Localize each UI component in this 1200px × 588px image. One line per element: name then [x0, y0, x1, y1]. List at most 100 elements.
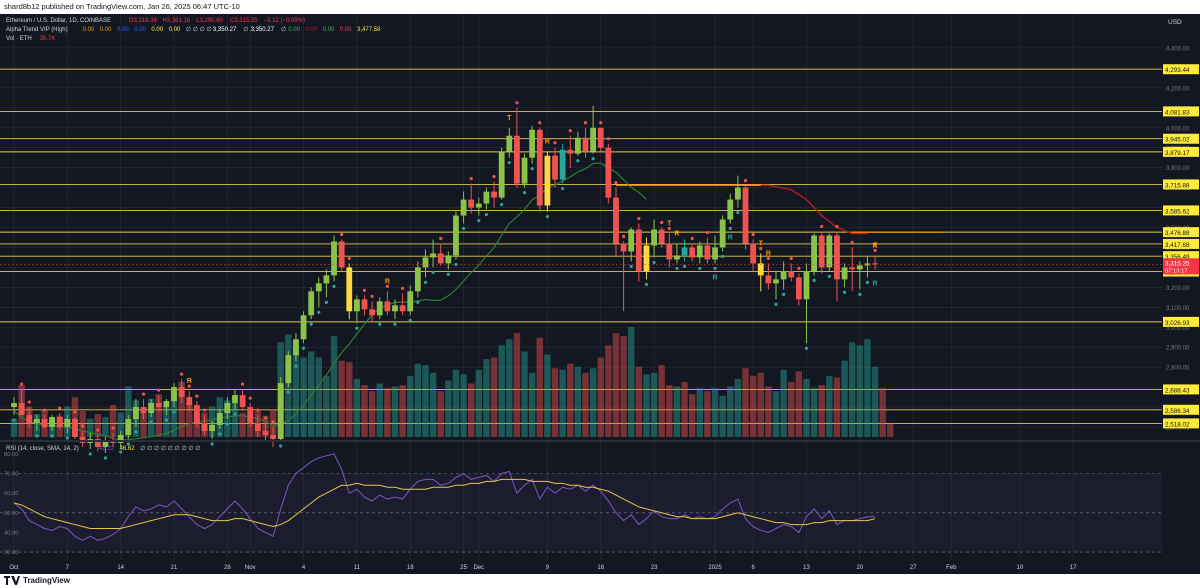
candle-body	[498, 151, 505, 198]
level-tag-label: 3,417.68	[1165, 242, 1190, 249]
candle-body	[696, 245, 703, 258]
candle-body	[468, 199, 475, 208]
publish-caption: shard8b12 published on TradingView.com, …	[4, 2, 240, 11]
trend-dot	[317, 310, 321, 314]
candle-body	[643, 245, 650, 272]
trend-dot	[583, 121, 588, 125]
trend-dot	[553, 141, 557, 145]
level-tag-label: 4,081.83	[1165, 109, 1190, 116]
price-chart[interactable]: 4,400.004,300.004,200.004,100.004,000.00…	[0, 14, 1200, 574]
candle-body	[597, 127, 604, 148]
trend-dot	[73, 410, 77, 414]
candle-body	[79, 436, 86, 443]
candle-body	[765, 275, 772, 284]
volume-bar	[826, 375, 833, 437]
legend-rsi-item: 46.62	[120, 446, 136, 452]
level-tag-label: 3,715.88	[1165, 182, 1190, 189]
trend-dot	[263, 416, 268, 420]
time-tick-label: 28	[224, 565, 231, 571]
candle-body	[422, 257, 429, 268]
legend-alpha-trend-item: 0.00	[83, 27, 95, 33]
trend-dot	[743, 179, 748, 183]
candle-body	[285, 355, 292, 384]
candle-body	[392, 305, 398, 312]
volume-bar	[94, 414, 102, 437]
volume-bar	[414, 363, 422, 437]
legend-alpha-trend-item: 3,350.27	[251, 27, 275, 33]
time-tick-label: 9	[546, 565, 550, 571]
legend-alpha-trend-item: 0.00	[100, 27, 112, 33]
volume-bar	[102, 417, 109, 437]
signal-label: T	[759, 240, 764, 247]
candle-body	[567, 149, 574, 154]
candle-body	[811, 235, 817, 272]
trend-dot	[782, 292, 786, 296]
volume-bar	[841, 360, 848, 437]
trend-dot	[492, 175, 496, 179]
trend-dot	[172, 410, 176, 414]
legend-alpha-trend-item: 0.00	[117, 27, 129, 33]
candle-body	[521, 157, 528, 184]
volume-bar	[422, 365, 429, 437]
volume-bar	[429, 372, 437, 437]
trend-dot	[515, 101, 519, 105]
volume-bar	[483, 359, 490, 437]
candle-body	[72, 419, 78, 437]
candle-body	[460, 199, 467, 216]
trend-dot	[865, 280, 870, 284]
volume-bar	[87, 418, 94, 437]
volume-bar	[551, 368, 559, 437]
trend-dot	[12, 418, 16, 422]
candle-body	[735, 187, 741, 200]
time-tick-label: 21	[171, 565, 178, 571]
legend-main-item: O3,318.38	[129, 18, 158, 24]
volume-bar	[498, 345, 505, 437]
candle-body	[361, 299, 368, 310]
volume-bar	[178, 382, 185, 437]
volume-bar	[231, 401, 239, 437]
price-tick-label: 4,000.00	[1166, 126, 1190, 132]
trend-dot	[416, 300, 420, 304]
price-tick-label: 2,800.00	[1166, 366, 1190, 372]
volume-bar	[635, 366, 643, 437]
candle-body	[582, 137, 589, 152]
level-tag	[1163, 64, 1199, 75]
level-tag	[1163, 316, 1199, 327]
trend-dot	[637, 216, 641, 221]
signal-label: R	[187, 378, 192, 385]
trend-dot	[667, 226, 671, 231]
candle-body	[445, 255, 452, 264]
legend-alpha-trend-item: 0.00	[306, 27, 318, 33]
chart-background	[0, 14, 1200, 574]
signal-label: T	[873, 242, 878, 249]
candle-body	[354, 299, 360, 312]
legend-alpha-trend-item: 0.00	[323, 27, 335, 33]
trend-dot	[698, 266, 702, 271]
trend-dot	[187, 384, 191, 388]
trend-dot	[58, 406, 62, 410]
volume-bar	[391, 386, 399, 437]
time-tick-label: Oct	[9, 565, 19, 571]
candle-body	[64, 419, 71, 428]
volume-bar	[612, 333, 620, 437]
legend-volume-item: 35.7K	[40, 36, 56, 42]
trend-dot	[835, 224, 839, 229]
trend-dot	[385, 284, 389, 288]
trend-dot	[35, 434, 39, 438]
trend-dot	[362, 288, 367, 292]
candle-body	[719, 219, 726, 248]
current-price-tag	[1163, 258, 1199, 275]
trend-dot	[728, 226, 732, 231]
candle-body	[308, 291, 315, 316]
candle-body	[323, 275, 330, 284]
legend-volume-item: Vol · ETH	[6, 36, 32, 42]
volume-bar	[658, 365, 665, 437]
volume-bar	[300, 357, 307, 437]
legend-alpha-trend-item: Alpha Trend VIP (High)	[6, 27, 68, 33]
candle-body	[605, 147, 612, 198]
volume-bar	[864, 339, 871, 437]
legend-alpha-trend-item: 0.00	[340, 27, 352, 33]
trend-dot	[279, 444, 283, 448]
volume-bar	[589, 368, 597, 437]
volume-bar	[711, 388, 719, 437]
